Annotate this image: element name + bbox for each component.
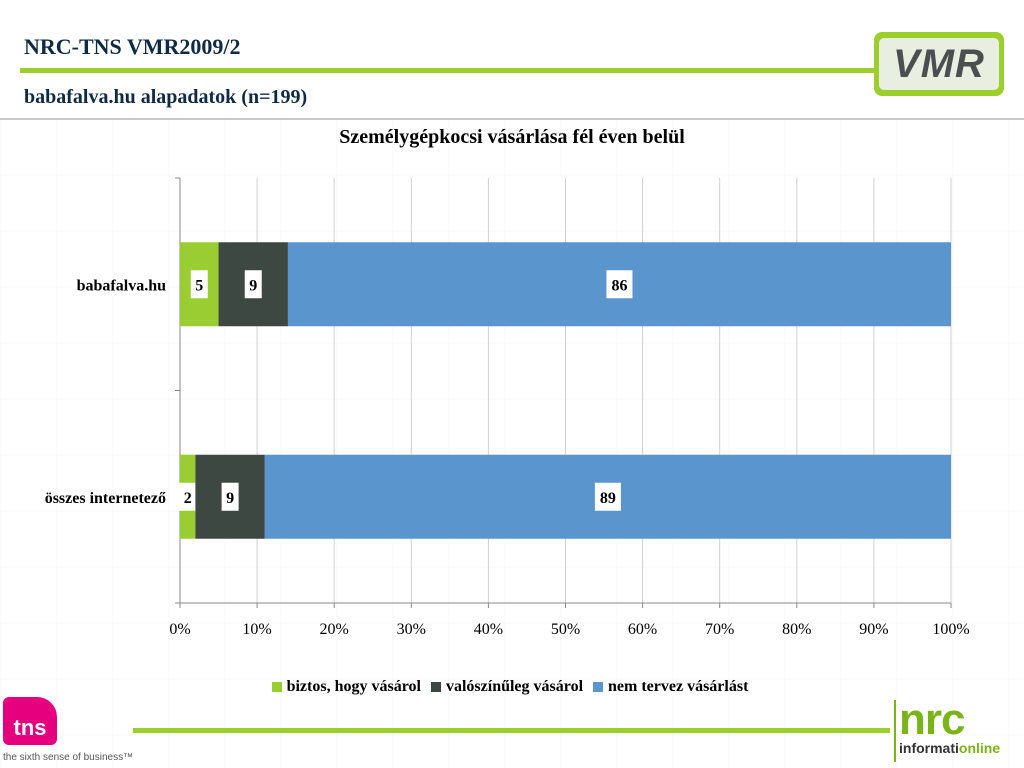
page-subtitle: babafalva.hu alapadatok (n=199) xyxy=(24,86,308,108)
legend-swatch xyxy=(271,682,282,692)
chart-title: Személygépkocsi vásárlása fél éven belül xyxy=(339,126,685,148)
x-tick-label: 20% xyxy=(320,621,349,638)
legend-swatch xyxy=(593,682,604,692)
tns-logo-text: tns xyxy=(13,715,47,740)
data-label: 5 xyxy=(195,277,203,294)
data-label-box xyxy=(190,270,208,299)
nrc-logo-mark: nrc xyxy=(899,695,965,744)
x-tick-label: 70% xyxy=(705,621,734,638)
data-label: 89 xyxy=(600,490,616,507)
category-label: babafalva.hu xyxy=(77,277,166,294)
legend-swatch xyxy=(430,682,441,692)
legend-label: biztos, hogy vásárol xyxy=(286,678,421,695)
x-tick-label: 100% xyxy=(932,621,969,638)
legend-item: biztos, hogy vásárol xyxy=(271,678,421,696)
header-accent-bar xyxy=(20,68,882,73)
vmr-logo-text: VMR xyxy=(879,38,999,90)
header-divider xyxy=(0,118,1024,120)
nrc-subtext-part1: informati xyxy=(899,740,959,756)
data-label-box xyxy=(221,482,239,511)
legend-label: nem tervez vásárlást xyxy=(608,678,749,695)
data-label: 2 xyxy=(184,490,192,507)
background-pattern xyxy=(0,120,1024,768)
data-label-box xyxy=(594,482,621,511)
nrc-logo: nrc informationline xyxy=(895,695,1019,760)
data-label: 9 xyxy=(226,490,234,507)
data-label-box xyxy=(179,482,197,511)
stacked-bar-chart: 0% 10% 20% 30% 40% 50% 60% 70% 80% 90% 100% babafal… xyxy=(45,177,970,638)
data-label: 86 xyxy=(611,277,627,294)
footer-accent-bar xyxy=(133,728,890,733)
x-tick-label: 40% xyxy=(474,621,503,638)
x-tick-label: 60% xyxy=(628,621,657,638)
x-tick-label: 0% xyxy=(169,621,190,638)
data-label: 9 xyxy=(249,277,257,294)
category-label: összes internetező xyxy=(45,490,166,507)
page-title: NRC-TNS VMR2009/2 xyxy=(24,34,241,59)
nrc-logo-subtext: informationline xyxy=(899,740,1000,756)
chart-legend: biztos, hogy vásárol valószínűleg vásárol… xyxy=(0,678,1024,696)
x-tick-label: 80% xyxy=(782,621,811,638)
legend-label: valószínűleg vásárol xyxy=(445,678,584,695)
tns-tagline: the sixth sense of business™ xyxy=(3,752,134,763)
data-label-box xyxy=(606,270,633,299)
data-label-box xyxy=(244,270,262,299)
vmr-logo: VMR xyxy=(874,32,1004,96)
legend-item: nem tervez vásárlást xyxy=(593,678,748,696)
legend-item: valószínűleg vásárol xyxy=(430,678,584,696)
nrc-subtext-part2: online xyxy=(958,740,1001,756)
nrc-logo-divider xyxy=(894,700,896,762)
x-tick-label: 50% xyxy=(551,621,580,638)
x-tick-label: 10% xyxy=(242,621,271,638)
x-tick-label: 90% xyxy=(859,621,888,638)
tns-logo: tns xyxy=(3,697,57,745)
x-tick-label: 30% xyxy=(397,621,426,638)
